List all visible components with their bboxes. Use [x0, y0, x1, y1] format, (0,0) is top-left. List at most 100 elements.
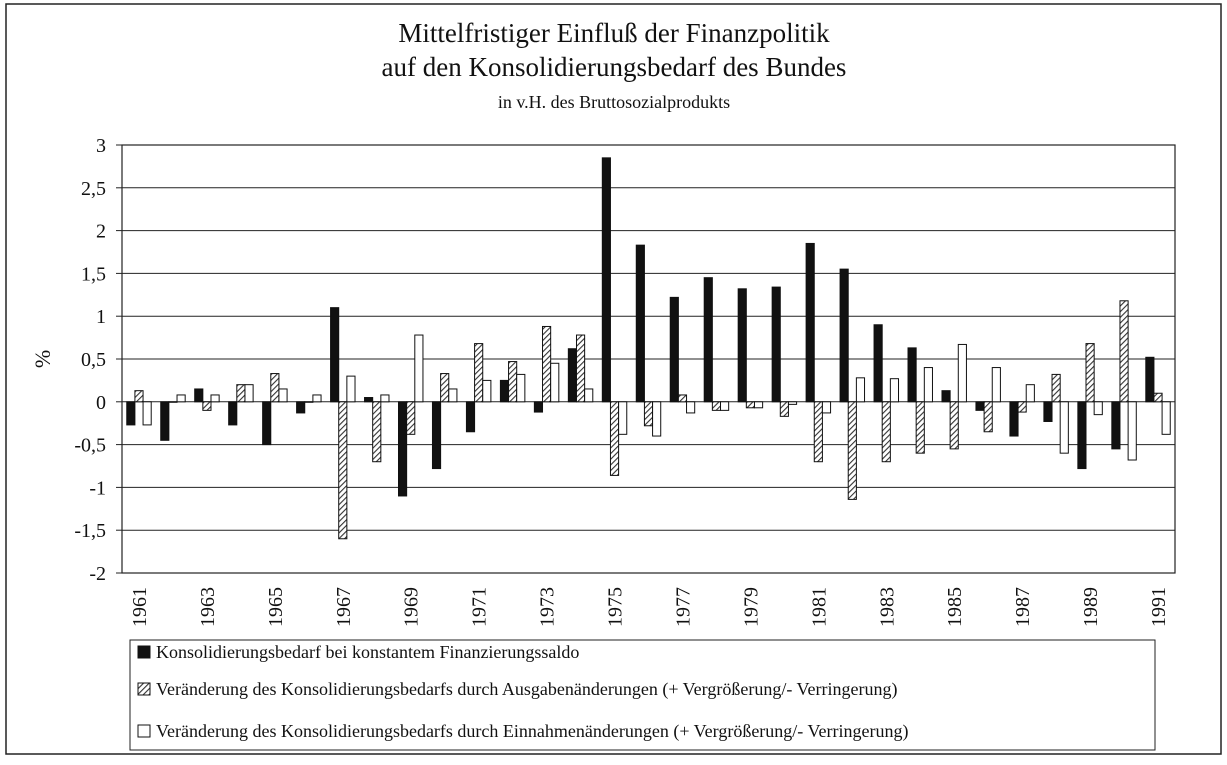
bar	[584, 388, 594, 403]
x-tick-label: 1975	[605, 587, 627, 627]
bar	[312, 394, 322, 403]
x-tick-label: 1967	[333, 587, 355, 627]
bar	[1017, 401, 1027, 413]
bar	[364, 397, 374, 403]
bar	[1093, 401, 1103, 416]
bar	[142, 401, 152, 426]
bar	[669, 296, 679, 403]
bar	[210, 394, 220, 403]
bar	[236, 384, 246, 403]
x-tick-label: 1981	[808, 587, 830, 627]
x-tick-label: 1973	[537, 587, 559, 627]
x-tick-label: 1977	[672, 587, 694, 627]
bar	[618, 401, 628, 435]
bar	[1145, 356, 1155, 403]
y-tick-label: 0	[96, 392, 106, 414]
bar	[550, 362, 560, 403]
bar	[194, 388, 204, 403]
bar	[771, 286, 781, 403]
bar	[821, 401, 832, 414]
bar	[873, 324, 883, 403]
bar	[474, 343, 484, 403]
bar	[1111, 401, 1121, 450]
bar	[855, 377, 866, 403]
x-tick-label: 1983	[876, 587, 898, 627]
bar	[1009, 401, 1019, 437]
bar	[1161, 401, 1171, 435]
bar	[330, 307, 340, 403]
bar	[380, 394, 390, 403]
bar	[847, 401, 857, 500]
bar	[482, 379, 492, 403]
bar	[278, 388, 288, 403]
bar	[915, 401, 925, 454]
bar	[957, 343, 967, 403]
bar	[1127, 401, 1137, 461]
bar	[134, 390, 144, 403]
bar	[1085, 343, 1095, 403]
bar	[414, 334, 424, 403]
bar	[787, 401, 798, 405]
bar	[499, 379, 510, 403]
bar	[567, 348, 577, 403]
x-tick-label: 1963	[197, 587, 219, 627]
bar	[643, 401, 654, 427]
bar	[635, 244, 645, 403]
y-tick-label: 3	[96, 135, 106, 157]
bar	[975, 401, 985, 411]
y-axis-label: %	[30, 350, 55, 368]
bar	[601, 157, 611, 403]
y-tick-label: -0,5	[74, 435, 106, 457]
bar	[270, 373, 280, 403]
bar	[1051, 373, 1061, 403]
bar	[1025, 384, 1035, 403]
y-tick-label: 2	[96, 221, 106, 243]
bar	[881, 401, 891, 463]
bar	[677, 394, 688, 403]
bar	[542, 325, 552, 403]
bar	[1153, 392, 1163, 403]
x-tick-label: 1965	[265, 587, 287, 627]
bar	[949, 401, 959, 450]
bar	[991, 367, 1001, 403]
x-tick-label: 1989	[1080, 587, 1102, 627]
bar	[575, 334, 586, 403]
bar	[703, 277, 713, 403]
legend-label: Veränderung des Konsolidierungsbedarfs d…	[156, 679, 897, 700]
bar	[839, 268, 849, 403]
x-tick-label: 1969	[401, 587, 423, 627]
y-tick-label: 2,5	[81, 178, 106, 200]
bar	[745, 401, 755, 409]
bar	[304, 401, 314, 403]
bar	[1077, 401, 1087, 470]
x-tick-label: 1991	[1148, 587, 1170, 627]
x-tick-label: 1985	[944, 587, 966, 627]
bar	[406, 401, 416, 435]
bar	[907, 347, 917, 403]
bar	[1043, 401, 1053, 422]
bar	[176, 394, 186, 403]
bar	[711, 401, 722, 411]
bar	[296, 401, 306, 414]
bar	[228, 401, 238, 426]
bar	[262, 401, 272, 446]
bar	[813, 401, 823, 463]
bar	[516, 373, 526, 403]
legend-swatch	[137, 645, 151, 659]
y-tick-label: -1,5	[74, 520, 106, 542]
x-tick-label: 1971	[469, 587, 491, 627]
bar	[779, 401, 789, 417]
bar	[168, 401, 178, 403]
bar	[440, 373, 450, 403]
bar	[983, 401, 993, 433]
x-tick-label: 1979	[740, 587, 762, 627]
y-tick-label: 1	[96, 306, 106, 328]
bar	[338, 401, 348, 540]
x-tick-label: 1961	[129, 587, 151, 627]
bar	[720, 401, 730, 411]
bar	[372, 401, 382, 463]
bar	[508, 361, 518, 403]
legend-label: Veränderung des Konsolidierungsbedarfs d…	[156, 721, 908, 742]
bar	[202, 401, 212, 411]
